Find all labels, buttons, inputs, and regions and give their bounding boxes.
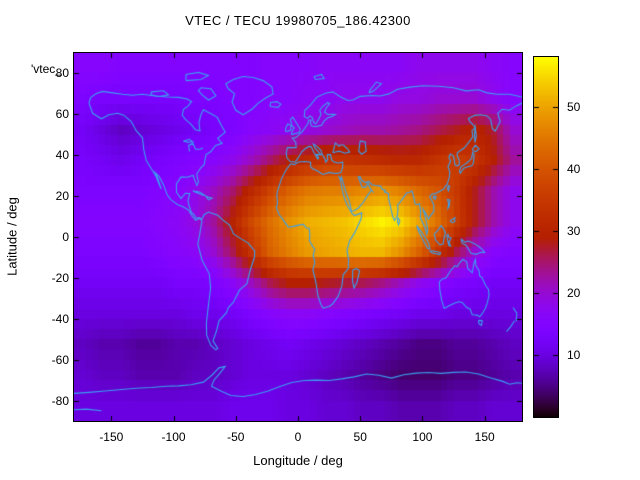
colorbar-frame (533, 56, 559, 418)
x-tick-label: 100 (412, 430, 433, 444)
y-tick-label: -40 (51, 311, 69, 326)
x-tick-label: 50 (353, 430, 367, 444)
y-tick-label: 0 (62, 230, 69, 244)
plot-frame (73, 52, 523, 422)
x-tick-label: -100 (161, 430, 186, 444)
colorbar-tick-label: 30 (567, 223, 581, 238)
colorbar-canvas (534, 57, 558, 417)
colorbar-tick-label: 20 (567, 285, 581, 300)
chart-title: VTEC / TECU 19980705_186.42300 (185, 13, 411, 28)
x-tick-label: 0 (294, 430, 302, 444)
y-tick-label: 40 (55, 148, 69, 163)
coastline-overlay-canvas (74, 53, 522, 421)
x-tick-label: 150 (474, 430, 495, 444)
y-tick-label: 20 (55, 189, 69, 204)
y-tick-label: -20 (51, 270, 69, 285)
colorbar-tick-label: 50 (567, 99, 581, 114)
key-label: 'vtec_ (31, 62, 62, 76)
y-tick-label: 80 (55, 66, 69, 81)
colorbar-tick-label: 40 (567, 161, 581, 176)
colorbar-tick-label: 10 (567, 347, 581, 362)
x-axis-label: Longitude / deg (253, 453, 343, 468)
y-tick-label: 60 (55, 107, 69, 122)
x-tick-label: -150 (99, 430, 124, 444)
y-tick-label: -60 (51, 352, 69, 367)
x-tick-label: -50 (227, 430, 245, 444)
y-tick-label: -80 (51, 393, 69, 408)
